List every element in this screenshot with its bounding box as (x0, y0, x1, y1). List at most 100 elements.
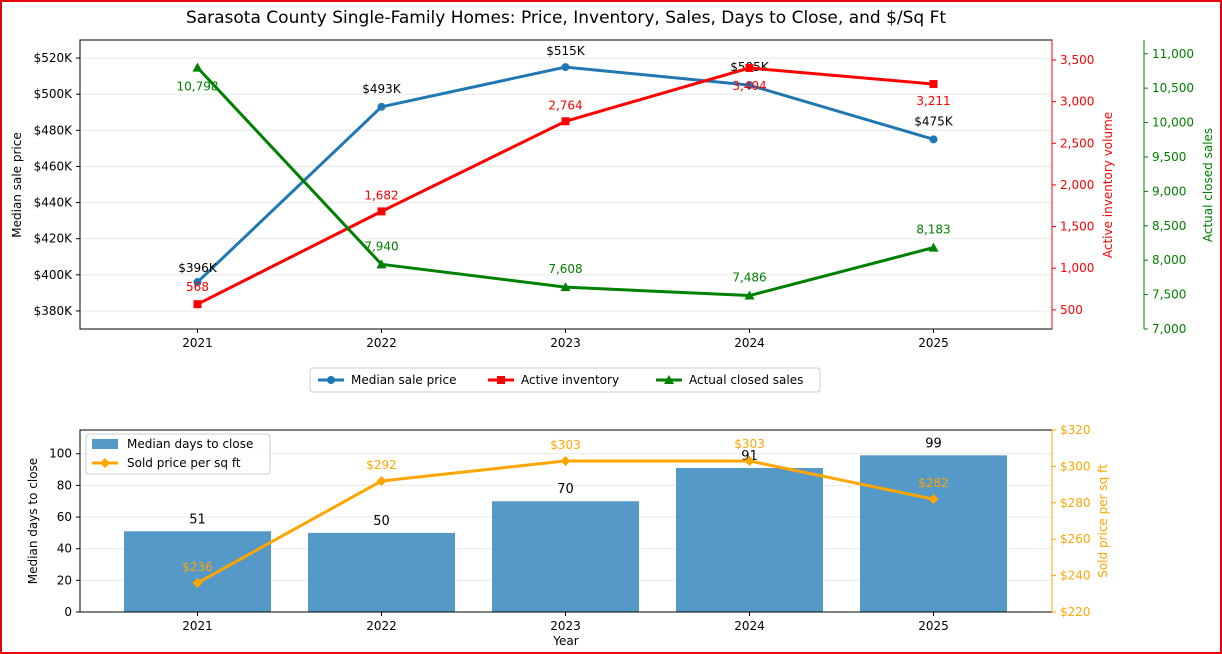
top-x-tick-label: 2023 (550, 336, 581, 350)
days-data-label: 51 (189, 512, 206, 527)
inventory-point (745, 63, 754, 72)
inventory-tick-label: 1,500 (1060, 220, 1094, 234)
days-axis-label: Median days to close (26, 458, 40, 584)
top-grid (80, 57, 1052, 312)
sqft-axis-label: Sold price per sq ft (1096, 464, 1110, 578)
days-tick-label: 20 (57, 573, 72, 587)
bottom-x-tick-label: 2021 (182, 619, 213, 633)
bottom-x-tick-label: 2023 (550, 619, 581, 633)
sales-tick-label: 10,000 (1152, 116, 1194, 130)
sales-data-label: 7,608 (548, 262, 582, 276)
sqft-data-label: $303 (550, 438, 581, 452)
x-axis-label: Year (552, 634, 578, 648)
days-bar (124, 531, 271, 612)
top-legend-box (309, 367, 821, 393)
inventory-point (561, 117, 570, 126)
sales-tick-label: 8,000 (1152, 253, 1186, 267)
sales-tick-label: 8,500 (1152, 219, 1186, 233)
sales-axis-label: Actual closed sales (1201, 128, 1215, 242)
bottom-x-tick-label: 2024 (734, 619, 765, 633)
inventory-data-label: 568 (186, 280, 209, 294)
price-point (745, 81, 754, 90)
inventory-tick-label: 2,000 (1060, 178, 1094, 192)
days-tick-label: 0 (64, 605, 72, 619)
inventory-tick-label: 500 (1060, 303, 1083, 317)
sqft-point (192, 577, 203, 588)
sales-tick-label: 7,500 (1152, 288, 1186, 302)
sales-tick-label: 11,000 (1152, 47, 1194, 61)
price-tick-label: $440K (34, 196, 74, 210)
top-x-tick-label: 2025 (918, 336, 949, 350)
days-data-label: 99 (925, 436, 942, 451)
price-axis-label: Median sale price (10, 132, 24, 237)
bottom-x-tick-label: 2022 (366, 619, 397, 633)
inventory-legend-marker (497, 376, 505, 384)
bottom-bars (124, 455, 1007, 612)
price-tick-label: $400K (34, 268, 74, 282)
days-data-label: 70 (557, 482, 574, 497)
price-tick-label: $460K (34, 159, 74, 173)
price-data-label: $515K (546, 44, 586, 58)
sqft-tick-label: $320 (1060, 423, 1091, 437)
inventory-data-label: 3,211 (916, 94, 950, 108)
sales-point (192, 62, 203, 72)
price-legend-marker (327, 376, 335, 384)
sales-data-label: 8,183 (916, 223, 950, 237)
inventory-point (929, 80, 938, 89)
sqft-data-label: $236 (182, 560, 213, 574)
bottom-x-tick-label: 2025 (918, 619, 949, 633)
inventory-axis-label: Active inventory volume (1101, 112, 1115, 258)
sqft-tick-label: $220 (1060, 605, 1091, 619)
sqft-tick-label: $240 (1060, 569, 1091, 583)
days-tick-label: 100 (49, 447, 72, 461)
sales-point (560, 282, 571, 292)
sqft-tick-label: $300 (1060, 459, 1091, 473)
top-axes: $380K $400K $420K $440K $460K $480K $500K $520K… (34, 47, 1194, 350)
days-legend-swatch (92, 439, 118, 449)
price-data-label: $475K (914, 114, 954, 128)
days-data-label: 50 (373, 514, 390, 529)
sales-data-label: 10,798 (177, 80, 219, 94)
days-legend-label: Median days to close (127, 437, 253, 451)
sales-legend-marker (664, 375, 674, 384)
sqft-point (376, 475, 387, 486)
top-legend: Median sale price Active inventory Actual … (309, 367, 821, 393)
sqft-point (744, 455, 755, 466)
bottom-series: 5150709199$236$292$303$303$282 (182, 436, 949, 588)
days-tick-label: 40 (57, 542, 72, 556)
bottom-legend-box (85, 433, 271, 475)
sales-legend-label: Actual closed sales (689, 373, 803, 387)
bottom-axes: 0 20 40 60 80 100 $220 $240 $260 $280 $300 $320 2021… (49, 423, 1090, 633)
inventory-tick-label: 2,500 (1060, 136, 1094, 150)
price-legend-label: Median sale price (351, 373, 456, 387)
inventory-tick-label: 1,000 (1060, 261, 1094, 275)
sqft-point (928, 494, 939, 505)
top-x-tick-label: 2024 (734, 336, 765, 350)
inventory-data-label: 1,682 (364, 188, 398, 202)
sales-tick-label: 9,500 (1152, 150, 1186, 164)
sqft-point (560, 455, 571, 466)
sqft-legend-label: Sold price per sq ft (127, 456, 241, 470)
price-tick-label: $380K (34, 304, 74, 318)
sales-point (928, 242, 939, 252)
price-point (193, 278, 202, 287)
inventory-data-label: 3,404 (732, 79, 766, 93)
top-x-tick-label: 2021 (182, 336, 213, 350)
price-point (561, 63, 570, 72)
bottom-legend: Median days to close Sold price per sq ft (85, 433, 271, 475)
sqft-legend-marker (100, 458, 110, 468)
price-tick-label: $500K (34, 87, 74, 101)
price-tick-label: $520K (34, 51, 74, 65)
days-bar (492, 501, 639, 612)
sqft-tick-label: $260 (1060, 532, 1091, 546)
top-panel: $380K $400K $420K $440K $460K $480K $500K $520K… (10, 39, 1215, 350)
price-point (929, 135, 938, 144)
sales-data-label: 7,940 (364, 239, 398, 253)
inventory-point (377, 207, 386, 216)
days-bar (308, 532, 455, 612)
sqft-data-label: $282 (918, 476, 949, 490)
top-x-tick-label: 2022 (366, 336, 397, 350)
sales-tick-label: 10,500 (1152, 81, 1194, 95)
inventory-data-label: 2,764 (548, 98, 582, 112)
